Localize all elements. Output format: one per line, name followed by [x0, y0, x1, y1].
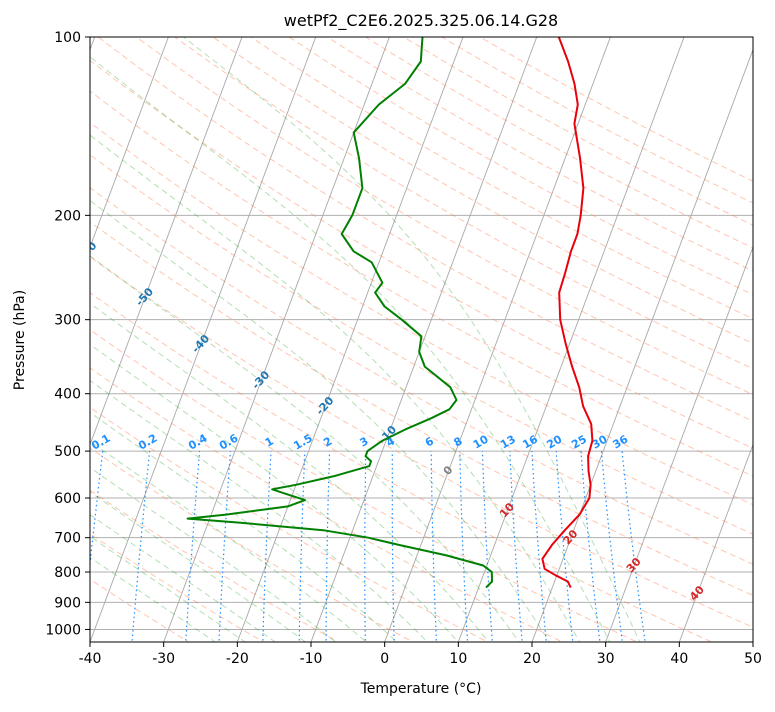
isotherm-line [90, 37, 317, 642]
trace-layer [186, 37, 594, 589]
dry-adiabat-line [90, 533, 265, 642]
moist-adiabat-line [90, 411, 398, 642]
dry-adiabat-line [90, 292, 713, 642]
temperature-trace [541, 37, 594, 589]
isotherm-line [457, 37, 685, 642]
mixing-ratio-line [509, 451, 523, 642]
mixing-ratio-line [531, 451, 547, 642]
plot-frame [89, 36, 754, 643]
y-tick-label: 900 [54, 595, 81, 611]
x-tick-label: 0 [380, 651, 389, 667]
moist-adiabat-line [183, 37, 641, 642]
x-tick-label: 40 [670, 651, 688, 667]
y-tick-label: 700 [54, 531, 81, 547]
isotherm-line [605, 245, 753, 642]
y-tick-label: 600 [54, 491, 81, 507]
dry-adiabat-line [90, 489, 340, 642]
dry-adiabat-line [90, 90, 753, 477]
isotherm-line [90, 37, 243, 446]
isotherm-label: -60 [77, 239, 100, 263]
y-tick-label: 500 [54, 444, 81, 460]
x-tick-label: 20 [523, 651, 541, 667]
chart-title: wetPf2_C2E6.2025.325.06.14.G28 [284, 11, 558, 31]
mixing-ratio-line [185, 451, 201, 642]
x-tick-label: -40 [79, 651, 102, 667]
dry-adiabat-line [135, 37, 753, 396]
x-tick-label: 10 [449, 651, 467, 667]
mixing-ratio-line [430, 451, 438, 642]
mixing-ratio-line [364, 451, 367, 642]
dry-adiabat-line [90, 256, 753, 628]
isotherm-line [236, 37, 464, 642]
moist-adiabat-line [90, 134, 581, 642]
dry-adiabat-line [90, 406, 489, 642]
dewpoint-trace [186, 37, 493, 589]
mixing-ratio-line [298, 451, 306, 642]
x-tick-label: 50 [744, 651, 762, 667]
dry-adiabat-line [90, 578, 190, 642]
y-tick-label: 300 [54, 313, 81, 329]
x-tick-label: -30 [152, 651, 175, 667]
y-tick-label: 200 [54, 208, 81, 224]
x-tick-label: -10 [300, 651, 323, 667]
moist-adiabat-line [90, 556, 217, 642]
mixing-ratio-line [459, 451, 469, 642]
isotherm-line [531, 48, 753, 642]
mixing-ratio-line [131, 451, 151, 642]
isotherm-line [90, 37, 169, 249]
mixing-ratio-line [325, 451, 331, 642]
dry-adiabat-line [90, 154, 753, 535]
moist-adiabat-line [90, 302, 490, 642]
dry-adiabat-line [90, 221, 753, 596]
dry-adiabat-line [90, 447, 414, 642]
moist-adiabat-line [90, 491, 307, 642]
grid-layer [90, 37, 753, 642]
mixing-ratio-line [262, 451, 272, 642]
isotherm-line [678, 443, 753, 642]
isotherm-line [163, 37, 390, 642]
mixing-ratio-line [481, 451, 493, 642]
x-tick-label: 30 [597, 651, 615, 667]
y-axis-label: Pressure (hPa) [12, 290, 28, 390]
mixing-ratio-line [218, 451, 231, 642]
axes-layer: -40 -30 -20 -10 0 10 20 30 40 50 100 200 300 400 500 60… [45, 30, 762, 667]
dry-adiabat-line [90, 187, 753, 565]
mixing-ratio-line [391, 451, 395, 642]
moist-adiabat-line [90, 255, 520, 642]
moist-adiabat-line [90, 535, 247, 642]
y-tick-label: 1000 [45, 622, 81, 638]
x-tick-label: -20 [226, 651, 249, 667]
isotherm-line [384, 37, 611, 642]
mixing-ratio-line [555, 451, 574, 642]
y-tick-label: 100 [54, 30, 81, 46]
dry-adiabat-line [173, 37, 753, 370]
dry-adiabat-line [90, 121, 753, 506]
isotherm-line [310, 37, 538, 642]
moist-adiabat-line [90, 379, 429, 642]
moist-adiabat-line [90, 199, 551, 642]
y-tick-label: 400 [54, 387, 81, 403]
x-axis-label: Temperature (°C) [360, 681, 482, 697]
moist-adiabat-line [90, 514, 277, 642]
dry-adiabat-line [250, 37, 753, 320]
dry-adiabat-line [90, 59, 753, 449]
y-tick-label: 800 [54, 565, 81, 581]
moist-adiabat-line [90, 440, 368, 642]
